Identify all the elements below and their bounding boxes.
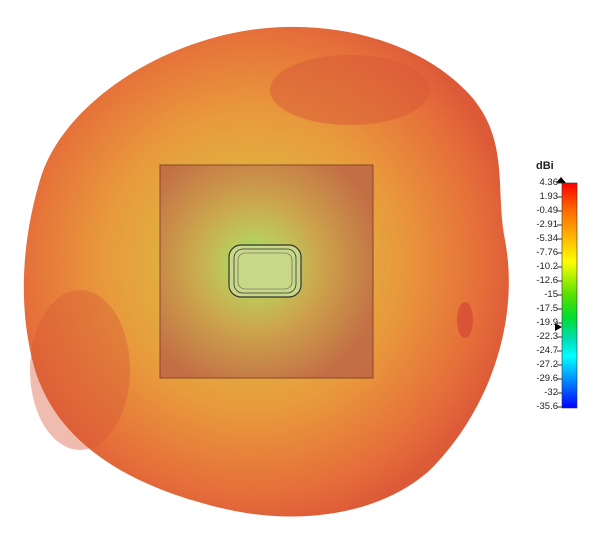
colorbar-tick-label: -15 bbox=[544, 289, 558, 300]
colorbar-tick-label: -27.2 bbox=[536, 359, 558, 370]
lobe-shade bbox=[270, 55, 430, 125]
colorbar-tick-label: -5.34 bbox=[536, 233, 558, 244]
device-outline bbox=[237, 252, 293, 290]
colorbar-tick-label: -35.6 bbox=[536, 401, 558, 412]
colorbar-tick-label: -22.3 bbox=[536, 331, 558, 342]
colorbar-tick-label: 4.36 bbox=[539, 177, 559, 188]
device-outline bbox=[233, 248, 297, 294]
colorbar-tick-label: -32 bbox=[544, 387, 558, 398]
lobe-shade bbox=[457, 302, 473, 338]
colorbar-tick-label: -17.5 bbox=[536, 303, 558, 314]
colorbar-tick-label: -19.9 bbox=[536, 317, 558, 328]
colorbar-tick-label: -2.91 bbox=[536, 219, 558, 230]
lobe-shade bbox=[30, 290, 130, 450]
colorbar-tick-label: -29.6 bbox=[536, 373, 558, 384]
colorbar-unit: dBi bbox=[536, 160, 554, 172]
colorbar-tick-label: 1.93 bbox=[539, 191, 559, 202]
value-marker-icon bbox=[555, 323, 562, 331]
colorbar-tick-label: -0.49 bbox=[536, 205, 558, 216]
colorbar-tick-label: -7.76 bbox=[536, 247, 558, 258]
device-model bbox=[228, 244, 302, 298]
colorbar-tick-label: -12.6 bbox=[536, 275, 558, 286]
colorbar bbox=[561, 182, 578, 409]
colorbar-tick-label: -10.2 bbox=[536, 261, 558, 272]
colorbar-tick-label: -24.7 bbox=[536, 345, 558, 356]
max-marker-icon bbox=[556, 177, 566, 183]
